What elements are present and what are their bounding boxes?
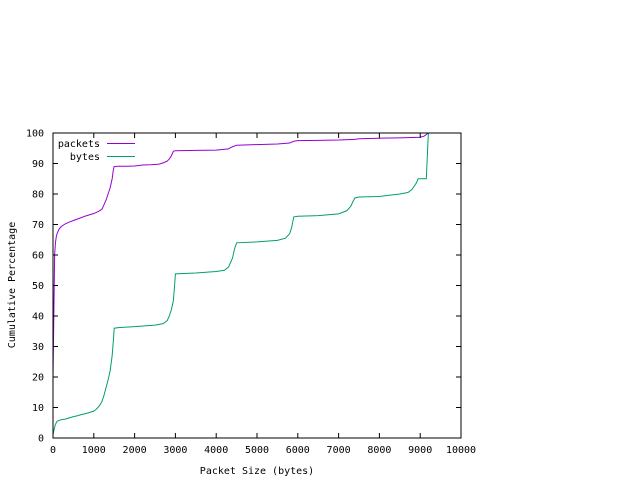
y-tick-label: 20 (32, 373, 44, 384)
y-axis-label: Cumulative Percentage (7, 222, 18, 348)
x-tick-label: 1000 (82, 445, 106, 456)
x-tick-label: 6000 (286, 445, 310, 456)
x-tick-label: 9000 (408, 445, 432, 456)
y-tick-label: 0 (38, 434, 44, 445)
x-tick-label: 10000 (446, 445, 476, 456)
plot-background (53, 133, 461, 438)
series-line-packets (52, 132, 429, 378)
x-tick-label: 5000 (245, 445, 269, 456)
y-tick-label: 40 (32, 312, 44, 323)
x-axis-label: Packet Size (bytes) (200, 466, 314, 477)
x-tick-label: 4000 (204, 445, 228, 456)
y-tick-label: 70 (32, 220, 44, 231)
x-tick-label: 3000 (163, 445, 187, 456)
legend-label-bytes: bytes (70, 152, 100, 163)
legend-label-packets: packets (58, 139, 100, 150)
x-tick-label: 0 (50, 445, 56, 456)
y-tick-label: 90 (32, 159, 44, 170)
x-tick-label: 8000 (367, 445, 391, 456)
y-tick-label: 80 (32, 190, 44, 201)
y-tick-label: 60 (32, 251, 44, 262)
y-tick-label: 50 (32, 281, 44, 292)
x-tick-label: 2000 (123, 445, 147, 456)
series-line-bytes (52, 132, 429, 436)
y-tick-label: 100 (26, 129, 44, 140)
y-tick-label: 10 (32, 403, 44, 414)
y-tick-label: 30 (32, 342, 44, 353)
x-tick-label: 7000 (327, 445, 351, 456)
legend: packets bytes (58, 139, 135, 163)
